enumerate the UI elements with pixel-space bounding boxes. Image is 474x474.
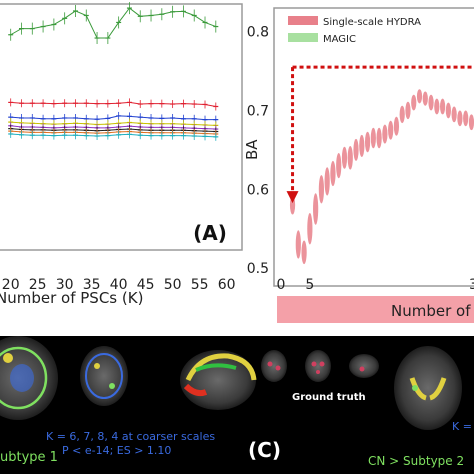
panel-b-point-9 [341, 146, 348, 169]
ground-truth-label: Ground truth [292, 392, 366, 403]
panel-b-y-tick-0.8: 0.8 [247, 25, 269, 41]
panel-b-point-16 [382, 124, 388, 144]
panel-b-point-12 [359, 134, 365, 157]
panel-a-x-tick-20: 20 [2, 277, 20, 293]
panel-b-point-23 [422, 91, 428, 106]
panel-b-point-2 [301, 240, 307, 265]
panel-a-x-tick-55: 55 [191, 277, 209, 293]
panel-b-point-27 [445, 102, 451, 119]
panel-a-x-tick-25: 25 [29, 277, 47, 293]
panel-b-point-17 [388, 120, 394, 140]
panel-b-point-3 [307, 212, 313, 245]
panel-b-ylabel: BA [243, 139, 261, 160]
legend-swatch-hydra [288, 16, 318, 25]
panel-b-point-15 [376, 127, 382, 149]
legend-label-hydra: Single-scale HYDRA [323, 17, 421, 28]
panel-a-chart: (A) Number of PSCs (K) 20 25 30 35 40 45 50 55 6… [0, 2, 243, 307]
panel-a-x-tick-40: 40 [110, 277, 128, 293]
panel-b-point-28 [451, 106, 457, 123]
panel-b-chart: BA Number of Single-scale HYDRA MAGIC 0.… [243, 7, 474, 323]
panel-b-point-13 [364, 131, 371, 153]
panel-b-y-tick-0.5: 0.5 [247, 261, 269, 277]
panel-a-x-tick-60: 60 [218, 277, 236, 293]
panel-b: BA Number of Single-scale HYDRA MAGIC 0.… [243, 0, 474, 330]
panel-b-point-6 [324, 167, 330, 196]
panel-b-point-21 [411, 94, 417, 111]
panel-b-xlabel-band [277, 296, 474, 323]
panel-b-y-tick-0.7: 0.7 [247, 103, 269, 119]
panel-b-point-31 [468, 114, 474, 131]
brain-image-1 [0, 336, 58, 420]
panel-a-xlabel: Number of PSCs (K) [0, 289, 143, 307]
panel-b-point-18 [393, 116, 400, 136]
panel-b-point-19 [399, 105, 405, 124]
stats-note: P < e-14; ES > 1.10 [62, 444, 172, 457]
panel-c-brain-images [0, 336, 462, 430]
panel-a-label: (A) [193, 221, 227, 245]
panel-b-point-26 [440, 98, 446, 115]
brain-image-3 [180, 350, 257, 410]
panel-b-annotation-arrowhead [286, 191, 299, 204]
panel-b-x-tick-5: 5 [305, 277, 314, 293]
panel-b-point-7 [330, 160, 336, 187]
panel-b-point-29 [457, 110, 463, 127]
panel-a-x-tick-30: 30 [56, 277, 74, 293]
panel-b-point-25 [434, 98, 440, 115]
panel-b-point-20 [405, 101, 411, 120]
brain-image-2 [80, 346, 128, 406]
ground-truth-brain-3 [349, 354, 379, 378]
legend-swatch-magic [288, 33, 318, 42]
panel-b-point-5 [318, 175, 324, 204]
panel-b-point-8 [336, 153, 342, 179]
legend-label-magic: MAGIC [323, 34, 356, 45]
panel-a-series-0-line [10, 7, 216, 39]
panel-b-point-24 [428, 94, 434, 111]
panel-b-point-10 [347, 145, 353, 170]
ground-truth-brain-1 [261, 350, 287, 382]
panel-b-point-14 [370, 127, 376, 149]
panel-a: (A) Number of PSCs (K) 20 25 30 35 40 45 50 55 6… [0, 0, 250, 330]
panel-a-plot-frame [0, 3, 243, 251]
panel-a-x-tick-35: 35 [83, 277, 101, 293]
panel-a-x-tick-45: 45 [137, 277, 155, 293]
panel-c-label: (C) [248, 438, 281, 462]
panel-b-y-tick-0.6: 0.6 [247, 182, 269, 198]
panel-b-point-11 [353, 138, 359, 161]
panel-b-point-22 [416, 89, 423, 104]
panel-b-x-tick-edge: 3 [469, 277, 474, 293]
panel-c: ubtype 1 K = 6, 7, 8, 4 at coarser scale… [0, 336, 474, 474]
panel-b-x-tick-0: 0 [277, 277, 286, 293]
coarser-scales-note: K = 6, 7, 8, 4 at coarser scales [46, 430, 216, 443]
subtype1-label: ubtype 1 [0, 450, 58, 465]
panel-b-point-4 [313, 193, 319, 225]
k-right-label: K = 6 [452, 420, 474, 433]
panel-b-point-1 [295, 230, 301, 259]
ground-truth-brain-2 [305, 350, 331, 382]
panel-b-plot-frame [273, 7, 474, 287]
brain-image-4 [394, 346, 462, 430]
panel-b-point-30 [463, 110, 469, 127]
panel-b-xlabel: Number of [391, 302, 471, 320]
cn-subtype2-label: CN > Subtype 2 [368, 454, 465, 468]
panel-a-x-tick-50: 50 [164, 277, 182, 293]
